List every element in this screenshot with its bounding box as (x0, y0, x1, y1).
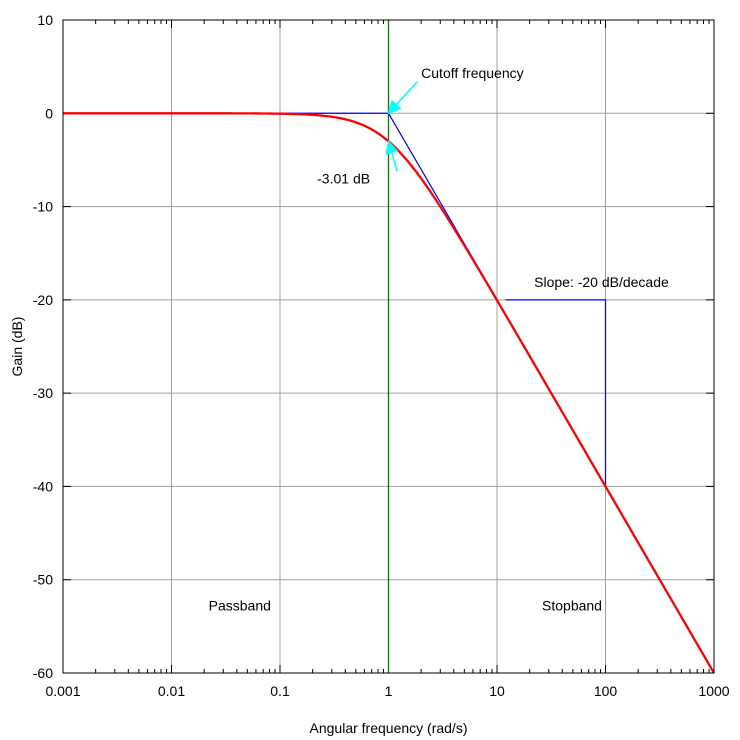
y-tick-label: -40 (33, 478, 53, 494)
x-axis-label: Angular frequency (rad/s) (310, 720, 468, 736)
y-tick-label: 0 (45, 105, 53, 121)
y-axis-label: Gain (dB) (9, 317, 25, 377)
y-tick-label: -50 (33, 572, 53, 588)
y-tick-label: -10 (33, 199, 53, 215)
annotation-arrow (387, 81, 418, 115)
annotation-label: Cutoff frequency (421, 65, 523, 81)
x-tick-label: 100 (594, 683, 618, 699)
plot-frame (62, 19, 715, 674)
x-tick-label: 0.1 (270, 683, 290, 699)
y-tick-label: -30 (33, 385, 53, 401)
x-tick-label: 0.01 (158, 683, 185, 699)
slope-marker (505, 299, 607, 487)
annotation-label: Slope: -20 dB/decade (534, 274, 669, 290)
y-tick-label: 10 (37, 12, 53, 28)
x-tick-label: 0.001 (45, 683, 80, 699)
x-tick-label: 10 (489, 683, 505, 699)
annotation-arrow (385, 140, 399, 172)
minor-ticks (62, 19, 715, 674)
annotation-label: -3.01 dB (317, 170, 370, 186)
tick-labels: 0.001 0.01 0.1 1 10 100 1000100-10-20-30-40-50… (33, 12, 730, 699)
x-tick-label: 1 (385, 683, 393, 699)
x-tick-label: 1000 (698, 683, 729, 699)
chart-marks (62, 20, 715, 674)
annotation-label: Stopband (542, 597, 602, 613)
y-tick-label: -20 (33, 292, 53, 308)
annotation-label: Passband (209, 597, 271, 613)
y-tick-label: -60 (33, 665, 53, 681)
